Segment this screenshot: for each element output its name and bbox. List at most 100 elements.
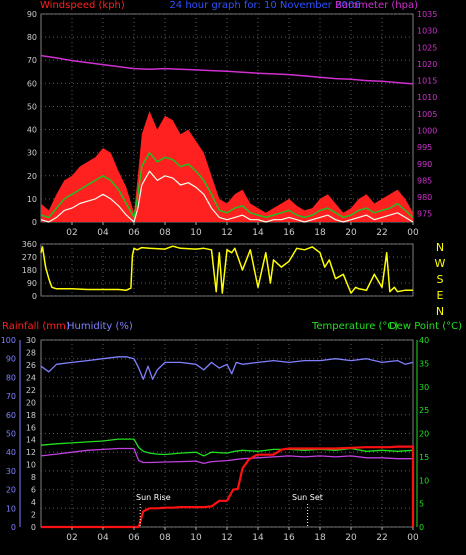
sunset-annotation: Sun Set xyxy=(292,493,323,502)
temperature-axis-title: Temperature (°C) xyxy=(311,321,398,332)
rainfall-tick-label: 16 xyxy=(26,423,36,432)
dewpoint-axis-title: Dew Point (°C) xyxy=(389,321,462,332)
direction-tick-label: 90 xyxy=(27,279,37,288)
humidity-tick-label: 50 xyxy=(6,430,16,439)
wind-panel-xtick-label: 04 xyxy=(97,228,109,238)
humidity-tick-label: 40 xyxy=(6,448,16,457)
humidity-tick-label: 60 xyxy=(6,411,16,420)
wind-panel-xtick-label: 22 xyxy=(376,228,387,238)
windspeed-tick-label: 40 xyxy=(27,126,37,135)
dewpoint-line xyxy=(40,447,413,465)
windspeed-tick-label: 0 xyxy=(32,218,37,227)
compass-label: N xyxy=(436,305,444,318)
windspeed-tick-label: 50 xyxy=(27,102,37,111)
climate-panel-xtick-label: 04 xyxy=(97,533,109,543)
wind-panel-xtick-label: 10 xyxy=(190,228,202,238)
humidity-tick-label: 10 xyxy=(6,504,16,513)
wind-panel-xtick-label: 14 xyxy=(252,228,264,238)
rainfall-tick-label: 4 xyxy=(31,498,36,507)
humidity-tick-label: 70 xyxy=(6,392,16,401)
barometer-tick-label: 985 xyxy=(417,176,432,185)
rainfall-tick-label: 8 xyxy=(31,473,36,482)
windspeed-tick-label: 30 xyxy=(27,149,37,158)
temperature-tick-label: 25 xyxy=(419,406,429,415)
direction-tick-label: 180 xyxy=(22,266,37,275)
temperature-tick-label: 10 xyxy=(419,476,429,485)
wind-panel-xtick-label: 00 xyxy=(407,228,419,238)
compass-label: N xyxy=(436,241,444,254)
temperature-tick-label: 35 xyxy=(419,359,429,368)
climate-panel-xtick-label: 08 xyxy=(159,533,171,543)
humidity-tick-label: 90 xyxy=(6,355,16,364)
humidity-tick-label: 0 xyxy=(11,523,16,532)
wind-panel-xtick-label: 02 xyxy=(66,228,77,238)
temperature-tick-label: 0 xyxy=(419,523,424,532)
wind-panel-xtick-label: 18 xyxy=(314,228,326,238)
gust-area xyxy=(41,111,413,222)
chart-title: 24 hour graph for: 10 November 2006 xyxy=(169,0,360,11)
barometer-tick-label: 1000 xyxy=(417,126,437,135)
rainfall-tick-label: 30 xyxy=(26,336,36,345)
rainfall-tick-label: 10 xyxy=(26,461,36,470)
direction-tick-label: 360 xyxy=(22,240,37,249)
rainfall-tick-label: 14 xyxy=(26,436,36,445)
sunrise-annotation: Sun Rise xyxy=(136,493,171,502)
direction-tick-label: 0 xyxy=(32,292,37,301)
rainfall-tick-label: 12 xyxy=(26,448,36,457)
rainfall-tick-label: 22 xyxy=(26,386,36,395)
barometer-tick-label: 1030 xyxy=(417,27,437,36)
wind-panel-xtick-label: 20 xyxy=(345,228,357,238)
temperature-tick-label: 15 xyxy=(419,453,429,462)
compass-label: S xyxy=(437,273,444,286)
wind-direction-line xyxy=(40,245,413,294)
climate-panel-xtick-label: 20 xyxy=(345,533,357,543)
temperature-tick-label: 20 xyxy=(419,430,429,439)
barometer-line xyxy=(40,54,414,85)
climate-panel-xtick-label: 14 xyxy=(252,533,264,543)
humidity-line xyxy=(40,356,414,380)
compass-label: E xyxy=(437,289,444,302)
climate-panel-xtick-label: 16 xyxy=(283,533,295,543)
humidity-axis-title: Humidity (%) xyxy=(67,321,133,332)
barometer-tick-label: 1035 xyxy=(417,10,437,19)
rainfall-tick-label: 28 xyxy=(26,348,36,357)
rainfall-tick-label: 2 xyxy=(31,511,36,520)
average-wind-line xyxy=(40,151,414,219)
barometer-tick-label: 990 xyxy=(417,160,432,169)
rainfall-tick-label: 0 xyxy=(31,523,36,532)
temperature-tick-label: 5 xyxy=(419,500,424,509)
humidity-tick-label: 100 xyxy=(1,336,16,345)
min-wind-line xyxy=(40,170,414,223)
barometer-tick-label: 975 xyxy=(417,210,432,219)
barometer-tick-label: 1025 xyxy=(417,43,437,52)
windspeed-tick-label: 80 xyxy=(27,33,37,42)
windspeed-tick-label: 60 xyxy=(27,79,37,88)
wind-panel-xtick-label: 06 xyxy=(128,228,140,238)
windspeed-tick-label: 20 xyxy=(27,172,37,181)
windspeed-tick-label: 10 xyxy=(27,195,37,204)
windspeed-tick-label: 90 xyxy=(27,10,37,19)
windspeed-tick-label: 70 xyxy=(27,56,37,65)
wind-panel-xtick-label: 12 xyxy=(221,228,232,238)
rainfall-tick-label: 26 xyxy=(26,361,36,370)
barometer-tick-label: 995 xyxy=(417,143,432,152)
rainfall-tick-label: 20 xyxy=(26,398,36,407)
wind-panel-xtick-label: 08 xyxy=(159,228,171,238)
barometer-tick-label: 1020 xyxy=(417,60,437,69)
barometer-axis-title: Barometer (hpa) xyxy=(335,0,418,11)
climate-panel-xtick-label: 18 xyxy=(314,533,326,543)
direction-tick-label: 270 xyxy=(22,253,37,262)
rainfall-axis-title: Rainfall (mm) xyxy=(2,321,70,332)
rainfall-tick-label: 24 xyxy=(26,373,36,382)
humidity-tick-label: 20 xyxy=(6,486,16,495)
compass-label: W xyxy=(435,257,446,270)
humidity-tick-label: 30 xyxy=(6,467,16,476)
climate-panel-xtick-label: 10 xyxy=(190,533,202,543)
temperature-tick-label: 30 xyxy=(419,383,429,392)
windspeed-axis-title: Windspeed (kph) xyxy=(40,0,125,11)
barometer-tick-label: 1005 xyxy=(417,110,437,119)
rainfall-line xyxy=(41,445,415,529)
climate-panel-xtick-label: 02 xyxy=(66,533,77,543)
wind-panel-xtick-label: 16 xyxy=(283,228,295,238)
